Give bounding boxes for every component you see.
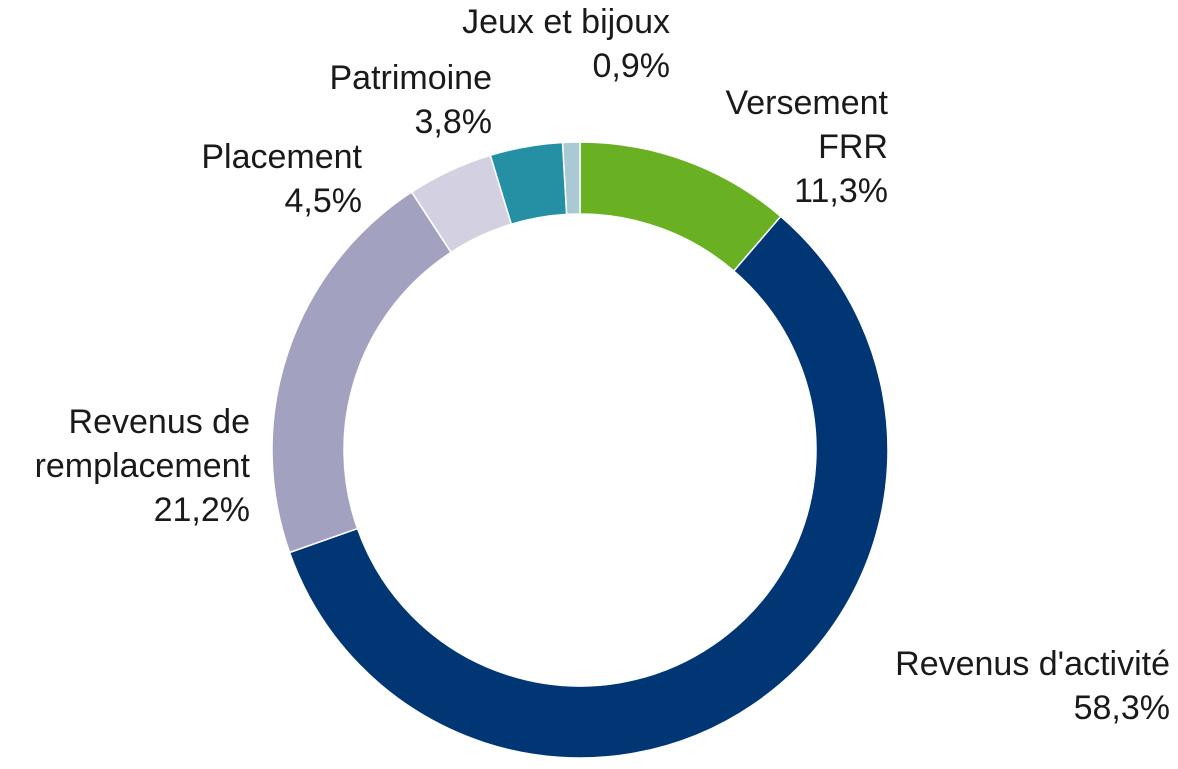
donut-segment — [271, 191, 453, 554]
value-label: 0,9% — [592, 47, 671, 85]
value-label: 11,3% — [794, 172, 888, 210]
slice-label: Jeux et bijoux 0,9% — [462, 0, 670, 88]
category-name: Jeux et bijoux — [462, 3, 670, 41]
slice-label: Placement 4,5% — [201, 135, 362, 223]
value-label: 58,3% — [1073, 689, 1170, 727]
slice-label: Patrimoine 3,8% — [329, 56, 492, 144]
slice-label: Revenus d'activité 58,3% — [895, 642, 1170, 730]
slice-label: Versement FRR 11,3% — [725, 81, 888, 213]
value-label: 21,2% — [153, 491, 250, 529]
category-name: Patrimoine — [329, 59, 492, 97]
category-name: Versement FRR — [725, 84, 888, 166]
slice-label: Revenus de remplacement 21,2% — [35, 400, 250, 532]
value-label: 3,8% — [414, 103, 493, 141]
category-name: Revenus de remplacement — [34, 403, 250, 485]
category-name: Revenus d'activité — [895, 645, 1170, 683]
donut-segment — [288, 215, 889, 759]
donut-segment — [561, 141, 581, 216]
category-name: Placement — [201, 138, 362, 176]
value-label: 4,5% — [284, 182, 363, 220]
